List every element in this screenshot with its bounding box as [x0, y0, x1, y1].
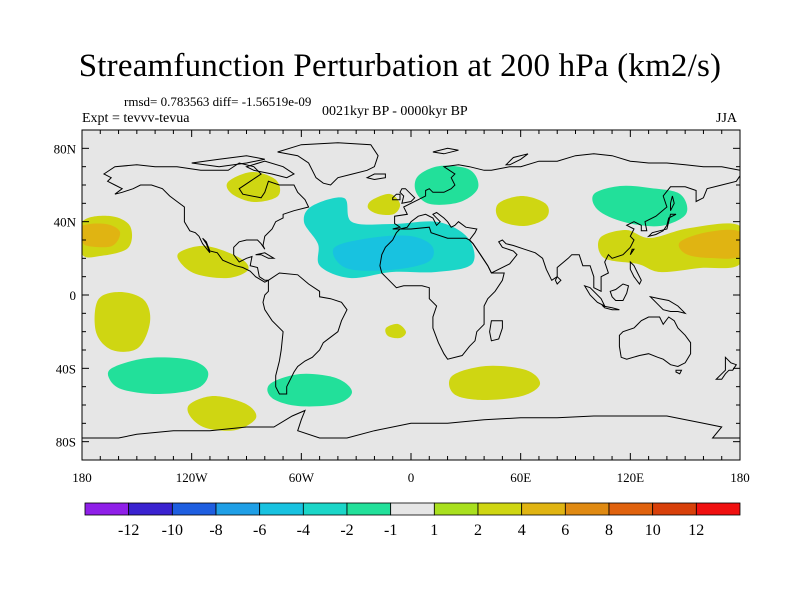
colorbar-label: -4 [297, 522, 310, 539]
map-background [82, 130, 740, 460]
colorbar-box [695, 502, 741, 516]
lon-tick-label: 120W [176, 470, 209, 485]
colorbar-box [302, 502, 348, 516]
colorbar-box [477, 502, 523, 516]
colorbar-box [128, 502, 173, 516]
lat-tick-label: 40N [54, 215, 77, 230]
coastline-philippines [629, 260, 642, 285]
lon-tick-label: 120E [617, 470, 645, 485]
colorbar-box [564, 502, 610, 516]
coastline-antarctica [82, 409, 740, 439]
colorbar-label: -12 [118, 522, 139, 539]
colorbar-label: 12 [688, 522, 704, 539]
colorbar-box [521, 502, 566, 516]
coastline-ireland [392, 193, 401, 201]
lat-tick-label: 40S [56, 361, 76, 376]
coastline-tasmania [675, 369, 683, 375]
lon-tick-label: 0 [408, 470, 415, 485]
lon-tick-label: 180 [72, 470, 92, 485]
colorbar-label: 6 [561, 522, 569, 539]
colorbar-label: 8 [605, 522, 613, 539]
anomaly-region-hudson-bay [226, 171, 281, 203]
coastline-indonesia-borneo [609, 283, 630, 301]
coastline-taiwan-hainan [629, 248, 635, 255]
colorbar-label: 10 [645, 522, 661, 539]
colorbar-label: -10 [162, 522, 183, 539]
coastline-sri-lanka [554, 275, 562, 285]
coastline-baffin [245, 160, 295, 179]
lat-tick-label: 80N [54, 141, 77, 156]
anomaly-region-s-pacific [107, 357, 209, 395]
coastline-sakhalin [670, 195, 675, 211]
colorbar-label: -1 [384, 522, 397, 539]
coastline-indonesia-java [601, 305, 620, 311]
anomaly-region-w-pacific-core [678, 229, 740, 259]
colorbar: -12 -10 -8 -6 -4 -2 -1 1 2 4 6 8 10 12 [84, 502, 741, 539]
period-label: 0021kyr BP - 0000kyr BP [322, 104, 468, 119]
axis-tick-labels: 80N 40N 0 40S 80S 180 120W 60W 0 60E 120E 180 [54, 141, 750, 485]
lat-tick-label: 80S [56, 435, 76, 450]
colorbar-label: 2 [474, 522, 482, 539]
anomaly-region-europe [367, 193, 401, 216]
colorbar-box [259, 502, 304, 516]
coastline-iceland [365, 173, 386, 181]
season-label: JJA [716, 111, 738, 126]
colorbar-label: -6 [253, 522, 266, 539]
coastline-uk [399, 188, 416, 204]
coastline-caribbean-cuba [255, 252, 276, 259]
coastlines [82, 142, 740, 439]
colorbar-box [171, 502, 217, 516]
coastline-north-america [102, 162, 310, 283]
lon-tick-label: 60W [289, 470, 315, 485]
anomaly-region-ne-pacific-core [82, 223, 121, 248]
anomaly-region-s-atlantic [385, 323, 407, 339]
rmsd-diff-stats: rmsd= 0.783563 diff= -1.56519e-09 [124, 94, 312, 109]
anomaly-region-scandinavia [414, 165, 479, 205]
coastline-australia [618, 316, 692, 368]
coastline-arctic-islands [191, 155, 265, 168]
colorbar-box [433, 502, 479, 516]
anomaly-region-central-asia [495, 196, 549, 227]
anomaly-region-hawaii-region [177, 245, 249, 279]
lat-tick-label: 0 [70, 288, 77, 303]
anomaly-fields [82, 165, 740, 431]
colorbar-label: -2 [340, 522, 353, 539]
colorbar-label: -8 [209, 522, 222, 539]
coastline-madagascar [489, 320, 503, 342]
anomaly-region-sahara-core [332, 235, 434, 271]
colorbar-box [215, 502, 261, 516]
chart-title: Streamfunction Perturbation at 200 hPa (… [78, 48, 722, 84]
coastline-greenland [277, 142, 379, 186]
anomaly-region-se-pacific [94, 292, 151, 352]
colorbar-label: 4 [518, 522, 526, 539]
coastline-arabia-red-sea [469, 239, 474, 245]
experiment-label: Expt = tevvv-tevua [82, 111, 190, 126]
lon-tick-label: 60E [510, 470, 531, 485]
colorbar-box [390, 502, 435, 516]
anomaly-region-drake-passage [187, 396, 257, 431]
axis-ticks [81, 129, 741, 461]
colorbar-box [608, 502, 654, 516]
colorbar-label: 1 [430, 522, 438, 539]
coastline-japan [646, 213, 677, 238]
coastline-svalbard [432, 147, 459, 155]
coastline-south-america [262, 272, 348, 395]
colorbar-box [84, 502, 130, 516]
colorbar-box [652, 502, 697, 516]
lon-tick-label: 180 [730, 470, 750, 485]
coastline-eurasia [392, 153, 740, 293]
anomaly-region-southern-ocean-indian [448, 365, 541, 401]
coastline-new-guinea [648, 295, 687, 315]
coastline-new-zealand [714, 356, 738, 380]
coastline-novaya-zemlya [504, 153, 529, 166]
anomaly-region-southern-ocean-atlantic [267, 373, 352, 407]
colorbar-box [346, 502, 392, 516]
